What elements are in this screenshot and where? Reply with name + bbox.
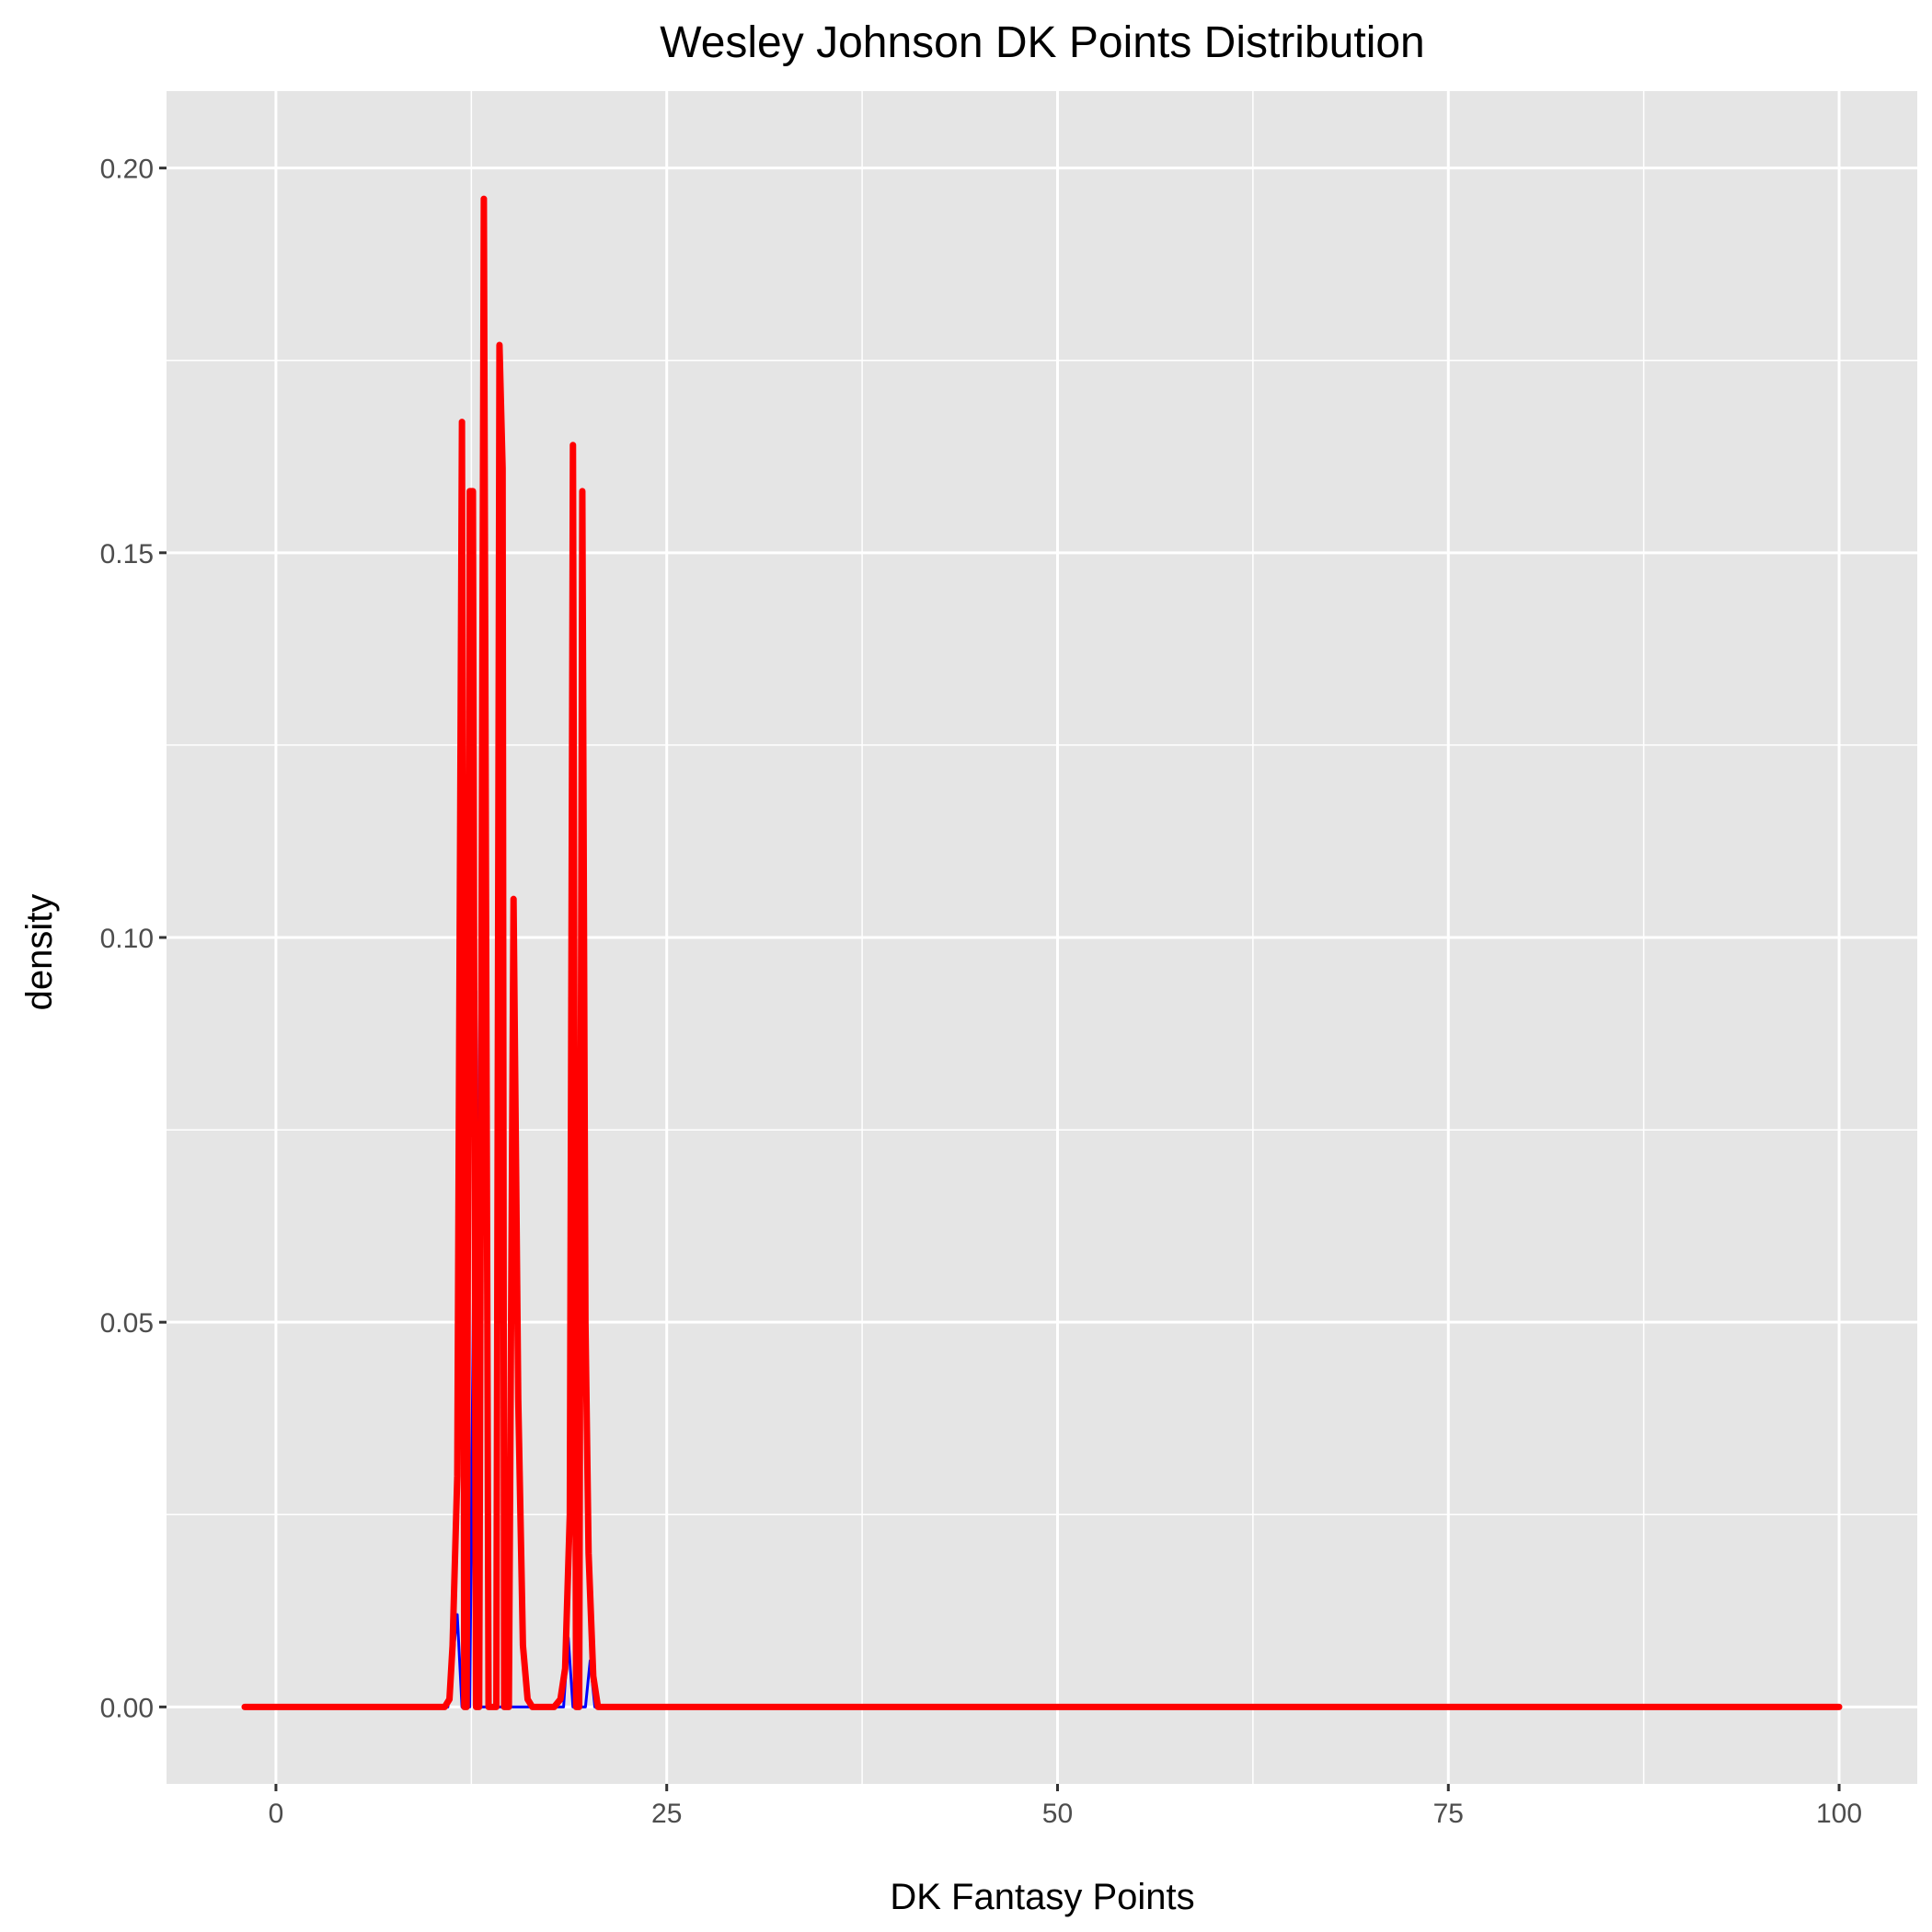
y-tick-label: 0.20 xyxy=(100,155,154,185)
y-tick-label: 0.15 xyxy=(100,539,154,569)
x-tick-label: 0 xyxy=(269,1799,284,1829)
density-line-0 xyxy=(243,990,1841,1708)
x-axis-ticks: 0 25 50 75 100 xyxy=(269,1784,1862,1829)
y-axis-ticks: 0.00 0.05 0.10 0.15 0.20 xyxy=(100,155,167,1723)
y-tick-label: 0.00 xyxy=(100,1693,154,1723)
density-line-1 xyxy=(241,195,1843,1710)
x-axis-title: DK Fantasy Points xyxy=(890,1877,1194,1917)
series-layer xyxy=(241,195,1843,1710)
chart-title: Wesley Johnson DK Points Distribution xyxy=(660,18,1425,67)
x-tick-label: 25 xyxy=(651,1799,682,1829)
y-axis-title: density xyxy=(19,894,60,1011)
x-tick-label: 100 xyxy=(1816,1799,1862,1829)
y-tick-label: 0.10 xyxy=(100,924,154,954)
x-tick-label: 75 xyxy=(1433,1799,1464,1829)
x-tick-label: 50 xyxy=(1042,1799,1073,1829)
y-tick-label: 0.05 xyxy=(100,1308,154,1339)
